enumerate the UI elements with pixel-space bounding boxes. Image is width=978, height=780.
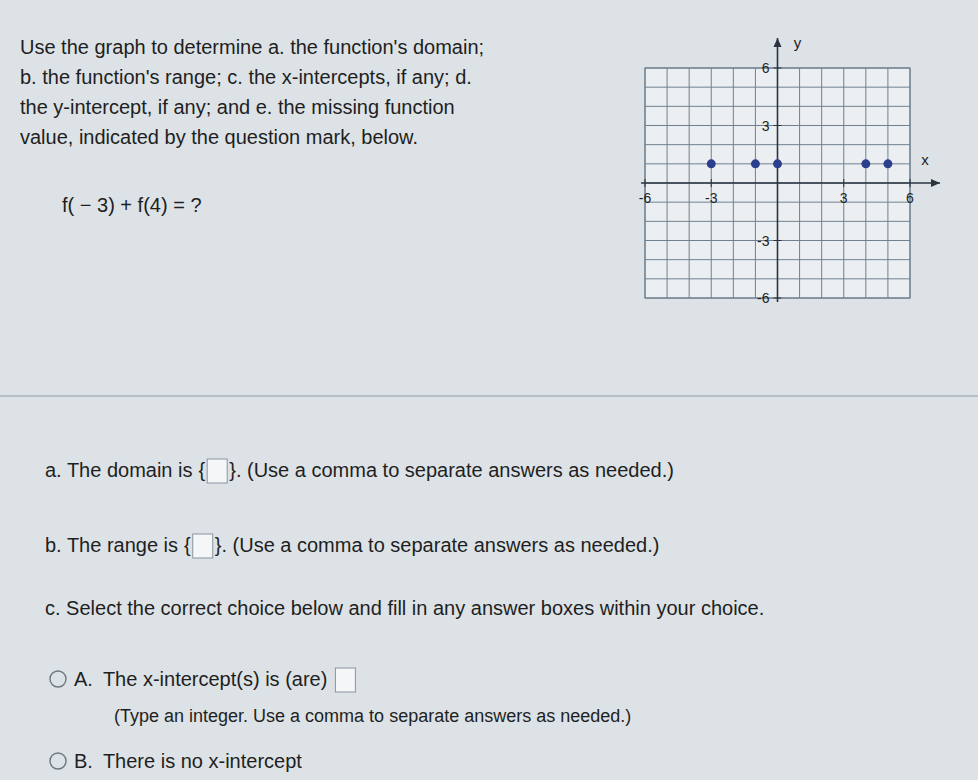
brace: { xyxy=(184,534,191,556)
grid-line xyxy=(645,68,910,69)
tick-label: 6 xyxy=(762,60,770,76)
tick-label: 3 xyxy=(762,118,770,134)
separator xyxy=(0,395,978,397)
grid-line xyxy=(645,240,910,241)
point xyxy=(861,159,870,168)
graph: x y -6 -3 3 6 -6 -3 3 6 xyxy=(639,34,940,306)
tick-label: -3 xyxy=(757,233,770,249)
x-axis-arrow xyxy=(931,179,940,187)
y-axis-label: y xyxy=(794,34,802,51)
tick-label: -3 xyxy=(705,190,718,206)
tick-mark xyxy=(910,179,911,187)
x-axis-label: x xyxy=(921,151,929,168)
answer-box[interactable] xyxy=(193,534,213,558)
point xyxy=(751,159,760,168)
grid-line xyxy=(645,298,910,299)
answer-text: b. The range is xyxy=(45,534,178,556)
radio[interactable] xyxy=(50,671,66,687)
answer-box[interactable] xyxy=(207,459,227,483)
tick-label: 3 xyxy=(840,190,848,206)
brace: { xyxy=(199,459,206,481)
problem-line: b. the function's range; c. the x-interc… xyxy=(20,66,472,88)
tick-label: -6 xyxy=(757,290,770,306)
tick-label: -6 xyxy=(639,190,652,206)
y-axis xyxy=(777,38,779,302)
problem-line: value, indicated by the question mark, b… xyxy=(20,126,418,148)
grid-line xyxy=(645,68,646,298)
expression: f( − 3) + f(4) = ? xyxy=(62,194,202,216)
x-axis xyxy=(641,182,940,184)
tick-mark xyxy=(774,68,782,69)
grid-line xyxy=(843,68,844,298)
tick-mark xyxy=(711,179,712,187)
answer-prompt: c. Select the correct choice below and f… xyxy=(45,597,764,619)
grid-line xyxy=(711,68,712,298)
problem-line: the y-intercept, if any; and e. the miss… xyxy=(20,96,455,118)
y-axis-arrow xyxy=(774,38,782,47)
point xyxy=(707,159,716,168)
points xyxy=(707,159,893,168)
page: Use the graph to determine a. the functi… xyxy=(0,0,978,780)
radio[interactable] xyxy=(50,753,66,769)
answer-box[interactable] xyxy=(335,668,355,692)
answer-text: a. The domain is xyxy=(45,459,193,481)
choice-text: The x-intercept(s) is (are) xyxy=(103,668,328,690)
grid-line xyxy=(910,68,911,298)
tick-mark xyxy=(774,240,782,241)
answer-hint: . (Use a comma to separate answers as ne… xyxy=(221,534,659,556)
choice-letter: A. xyxy=(74,668,93,690)
choice-letter: B. xyxy=(74,750,93,772)
point xyxy=(883,159,892,168)
tick-mark xyxy=(774,125,782,126)
grid-line xyxy=(645,125,910,126)
point xyxy=(773,159,782,168)
tick-mark xyxy=(774,298,782,299)
tick-label: 6 xyxy=(906,190,914,206)
tick-mark xyxy=(645,179,646,187)
tick-mark xyxy=(843,179,844,187)
problem-line: Use the graph to determine a. the functi… xyxy=(20,36,484,58)
choice-hint: (Type an integer. Use a comma to separat… xyxy=(114,706,631,726)
answer-hint: . (Use a comma to separate answers as ne… xyxy=(236,459,674,481)
choice-text: There is no x-intercept xyxy=(103,750,302,772)
